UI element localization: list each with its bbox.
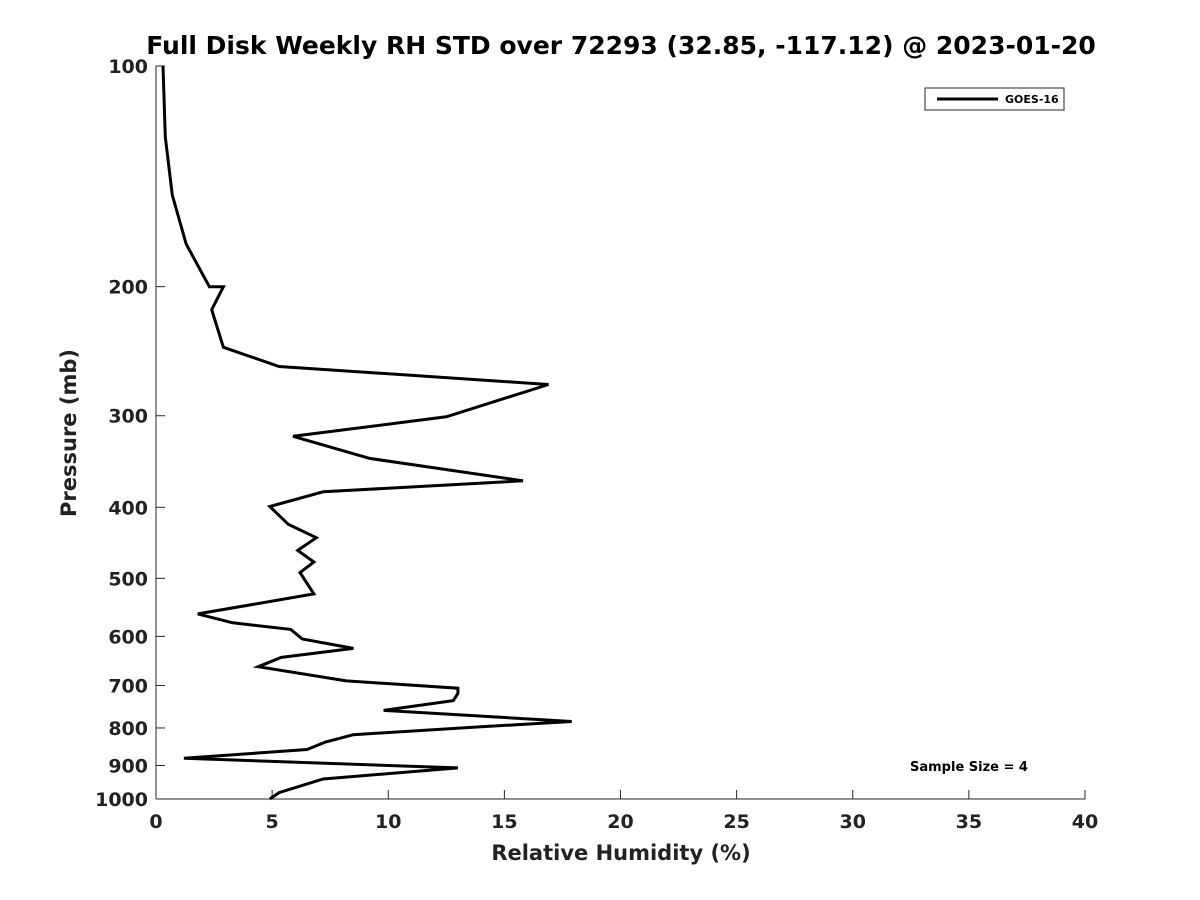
x-tick-label: 10 bbox=[375, 811, 401, 833]
x-tick-label: 30 bbox=[840, 811, 866, 833]
chart-title: Full Disk Weekly RH STD over 72293 (32.8… bbox=[146, 31, 1096, 60]
y-axis-label: Pressure (mb) bbox=[57, 349, 81, 517]
y-tick-label: 400 bbox=[108, 497, 148, 519]
y-tick-label: 300 bbox=[108, 406, 148, 428]
x-tick-label: 15 bbox=[491, 811, 517, 833]
legend-label: GOES-16 bbox=[1005, 93, 1059, 106]
series-line-goes16 bbox=[161, 65, 572, 801]
x-axis-label: Relative Humidity (%) bbox=[491, 841, 750, 865]
y-tick-label: 100 bbox=[108, 56, 148, 78]
y-tick-label: 900 bbox=[108, 755, 148, 777]
y-ticks: 100 200 300 400 500 600 700 800 900 1000 bbox=[95, 56, 165, 811]
x-tick-label: 20 bbox=[607, 811, 633, 833]
x-tick-label: 5 bbox=[266, 811, 279, 833]
x-tick-label: 40 bbox=[1072, 811, 1098, 833]
x-ticks: 0 5 10 15 20 25 30 35 40 bbox=[149, 790, 1098, 833]
x-tick-label: 35 bbox=[956, 811, 982, 833]
y-tick-label: 1000 bbox=[95, 789, 148, 811]
y-tick-label: 600 bbox=[108, 626, 148, 648]
sample-size-annotation: Sample Size = 4 bbox=[910, 760, 1028, 775]
y-tick-label: 500 bbox=[108, 568, 148, 590]
x-tick-label: 25 bbox=[723, 811, 749, 833]
y-tick-label: 200 bbox=[108, 277, 148, 299]
y-tick-label: 700 bbox=[108, 675, 148, 697]
legend: GOES-16 bbox=[924, 87, 1065, 111]
y-tick-label: 800 bbox=[108, 718, 148, 740]
x-tick-label: 0 bbox=[149, 811, 162, 833]
